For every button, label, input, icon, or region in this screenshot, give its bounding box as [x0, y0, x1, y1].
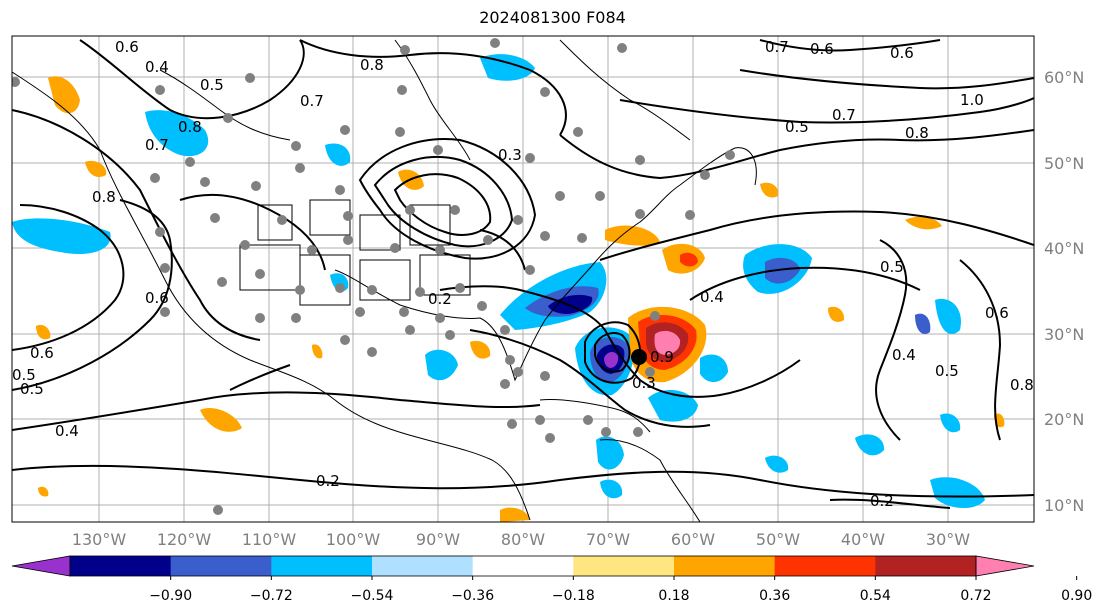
colorbar-segment: [573, 556, 675, 576]
colorbar-tick-label: −0.72: [250, 588, 293, 604]
map-border: [11, 35, 1035, 523]
colorbar-tick-label: 0.36: [759, 588, 790, 604]
lat-label: 10°N: [1044, 496, 1084, 515]
contour-label: 0.5: [785, 118, 809, 136]
lon-label: 120°W: [157, 530, 212, 549]
colorbar-tick-label: 0.18: [658, 588, 689, 604]
storm-center-marker: [631, 349, 647, 365]
contour-label: 0.4: [892, 346, 916, 364]
map-layers: [12, 36, 1034, 522]
shaded-anomalies: [12, 54, 1005, 522]
contour-label: 0.2: [316, 472, 340, 490]
contour-label: 0.5: [12, 366, 36, 384]
colorbar-tick-label: 0.54: [860, 588, 891, 604]
contour-label: 0.7: [300, 92, 324, 110]
contour-label: 0.7: [145, 136, 169, 154]
contour-label: 0.5: [935, 362, 959, 380]
lat-label: 20°N: [1044, 410, 1084, 429]
contour-label: 0.4: [145, 58, 169, 76]
colorbar-tick-label: 0.72: [960, 588, 991, 604]
contour-label: 0.8: [92, 188, 116, 206]
contour-label: 0.5: [200, 76, 224, 94]
contour-label: 0.6: [810, 40, 834, 58]
longitude-labels: 130°W 120°W 110°W 100°W 90°W 80°W 70°W 6…: [72, 530, 970, 549]
colorbar-segment: [774, 556, 876, 576]
colorbar-segment: [674, 556, 776, 576]
contour-label: 0.6: [985, 304, 1009, 322]
contour-label: 0.4: [700, 288, 724, 306]
contour-label: 0.3: [498, 146, 522, 164]
contour-label: 0.7: [832, 106, 856, 124]
contour-label: 0.8: [360, 56, 384, 74]
contour-label: 0.7: [765, 38, 789, 56]
lon-label: 90°W: [416, 530, 460, 549]
lon-label: 70°W: [586, 530, 630, 549]
lon-label: 50°W: [756, 530, 800, 549]
contour-label: 1.0: [960, 91, 984, 109]
lat-label: 50°N: [1044, 154, 1084, 173]
colorbar-extend-low: [11, 555, 71, 577]
colorbar-tick-label: −0.90: [149, 588, 192, 604]
contour-label: 0.2: [870, 492, 894, 510]
lon-label: 80°W: [501, 530, 545, 549]
latitude-labels: 60°N 50°N 40°N 30°N 20°N 10°N: [1044, 68, 1084, 515]
lat-label: 30°N: [1044, 325, 1084, 344]
colorbar-segment: [372, 556, 474, 576]
colorbar-segment: [70, 556, 172, 576]
contour-label: 0.6: [30, 344, 54, 362]
colorbar-segment: [271, 556, 373, 576]
lon-label: 30°W: [926, 530, 970, 549]
colorbar-extend-high: [975, 555, 1035, 577]
contour-label: 0.8: [905, 124, 929, 142]
contour-label: 0.6: [890, 44, 914, 62]
contour-label: 0.8: [1010, 376, 1034, 394]
coastlines: [12, 39, 757, 522]
colorbar-tick-label: −0.36: [451, 588, 494, 604]
contour-label: 0.6: [145, 289, 169, 307]
colorbar-segment: [170, 556, 272, 576]
colorbar-tick-label: 0.90: [1061, 588, 1092, 604]
contour-label: 0.6: [115, 38, 139, 56]
colorbar: −0.90 −0.72 −0.54 −0.36 −0.18 0.18 0.36 0.54 0.7…: [11, 555, 1092, 604]
lat-label: 40°N: [1044, 239, 1084, 258]
lon-label: 40°W: [841, 530, 885, 549]
lon-label: 60°W: [671, 530, 715, 549]
lon-label: 100°W: [326, 530, 381, 549]
contour-label-group: 0.8 0.7 0.4 0.5 0.6 0.8 0.7 0.5 0.7 0.8 …: [12, 38, 1034, 510]
lon-label: 130°W: [72, 530, 127, 549]
contour-label: 0.9: [650, 348, 674, 366]
contour-label: 0.8: [178, 118, 202, 136]
contour-label: 0.5: [20, 380, 44, 398]
station-dots: [12, 38, 735, 515]
lon-label: 110°W: [242, 530, 297, 549]
contour-label: 0.3: [632, 374, 656, 392]
contour-label: 0.2: [428, 290, 452, 308]
colorbar-tick-label: −0.18: [552, 588, 595, 604]
lat-label: 60°N: [1044, 68, 1084, 87]
colorbar-segment: [472, 556, 574, 576]
colorbar-tick-label: −0.54: [351, 588, 394, 604]
map-title: 2024081300 F084: [479, 8, 626, 27]
colorbar-segment: [875, 556, 977, 576]
colorbar-outline: [69, 555, 977, 577]
contour-label: 0.5: [880, 258, 904, 276]
contour-label: 0.4: [55, 422, 79, 440]
